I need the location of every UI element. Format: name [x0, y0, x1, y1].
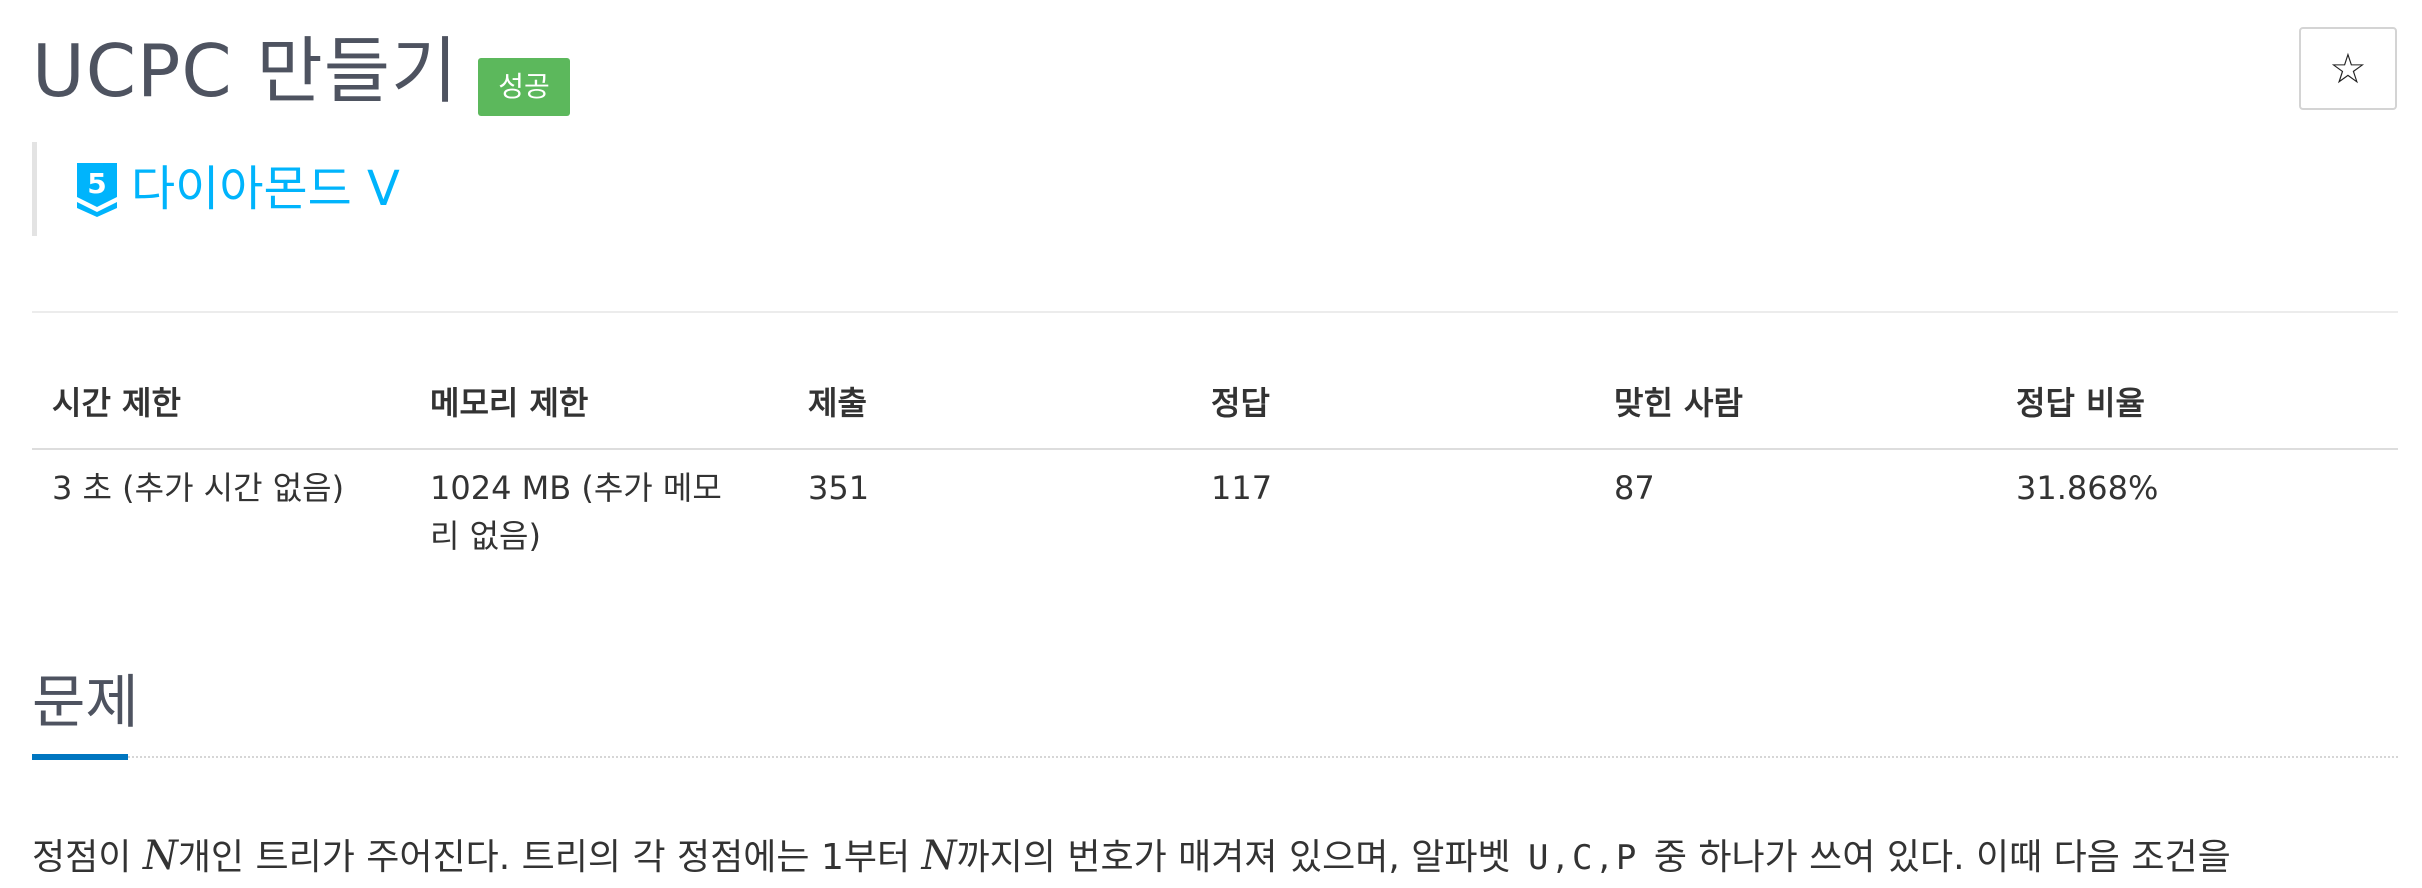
problem-title: UCPC 만들기 — [32, 29, 459, 113]
status-badge: 성공 — [478, 58, 570, 116]
info-table-header: 시간 제한 메모리 제한 제출 정답 맞힌 사람 정답 비율 — [32, 368, 2398, 450]
description-text: 중 하나가 쓰여 있다. 이때 다음 조건을 — [1642, 837, 2231, 878]
table-row: 3 초 (추가 시간 없음) 1024 MB (추가 메모리 없음) 351 1… — [32, 450, 2398, 560]
value-solved-users[interactable]: 87 — [1614, 469, 1655, 507]
problem-info-table: 시간 제한 메모리 제한 제출 정답 맞힌 사람 정답 비율 3 초 (추가 시… — [32, 368, 2398, 560]
header-accept-ratio: 정답 비율 — [2016, 384, 2145, 422]
code-letter-u: U — [1528, 838, 1549, 878]
value-accepted[interactable]: 117 — [1211, 469, 1273, 507]
code-letter-p: P — [1615, 838, 1637, 878]
tier-diamond-icon: 5 — [77, 163, 117, 217]
separator: , — [1598, 837, 1610, 878]
header-submissions: 제출 — [808, 384, 867, 422]
separator: , — [1554, 837, 1566, 878]
tier-block: 5 다이아몬드 V — [32, 142, 400, 236]
description-text: 까지의 번호가 매겨져 있으며, 알파벳 — [956, 837, 1523, 878]
problem-description: 정점이 N개인 트리가 주어진다. 트리의 각 정점에는 1부터 N까지의 번호… — [32, 826, 2231, 888]
code-letter-c: C — [1571, 838, 1593, 878]
tier-number: 5 — [87, 167, 106, 200]
header-memory-limit: 메모리 제한 — [430, 384, 589, 422]
math-variable-n: N — [921, 833, 957, 879]
header-time-limit: 시간 제한 — [52, 384, 181, 422]
description-text: 정점이 — [32, 837, 143, 878]
value-submissions[interactable]: 351 — [808, 469, 870, 507]
section-dotted-rule — [32, 756, 2398, 758]
header-divider — [32, 311, 2398, 313]
header-accepted: 정답 — [1211, 384, 1270, 422]
tier-label[interactable]: 다이아몬드 V — [131, 161, 400, 217]
math-variable-n: N — [142, 833, 178, 879]
value-accept-ratio: 31.868% — [2016, 469, 2159, 507]
title-row: UCPC 만들기 성공 — [32, 28, 570, 116]
star-icon: ☆ — [2329, 44, 2367, 93]
header-solved-users: 맞힌 사람 — [1614, 384, 1743, 422]
value-time-limit: 3 초 (추가 시간 없음) — [52, 469, 345, 507]
section-title-problem: 문제 — [32, 668, 139, 736]
favorite-star-button[interactable]: ☆ — [2299, 27, 2397, 110]
section-title-underline — [32, 754, 128, 760]
description-text: 개인 트리가 주어진다. 트리의 각 정점에는 1부터 — [177, 837, 922, 878]
value-memory-limit: 1024 MB (추가 메모리 없음) — [430, 469, 722, 555]
